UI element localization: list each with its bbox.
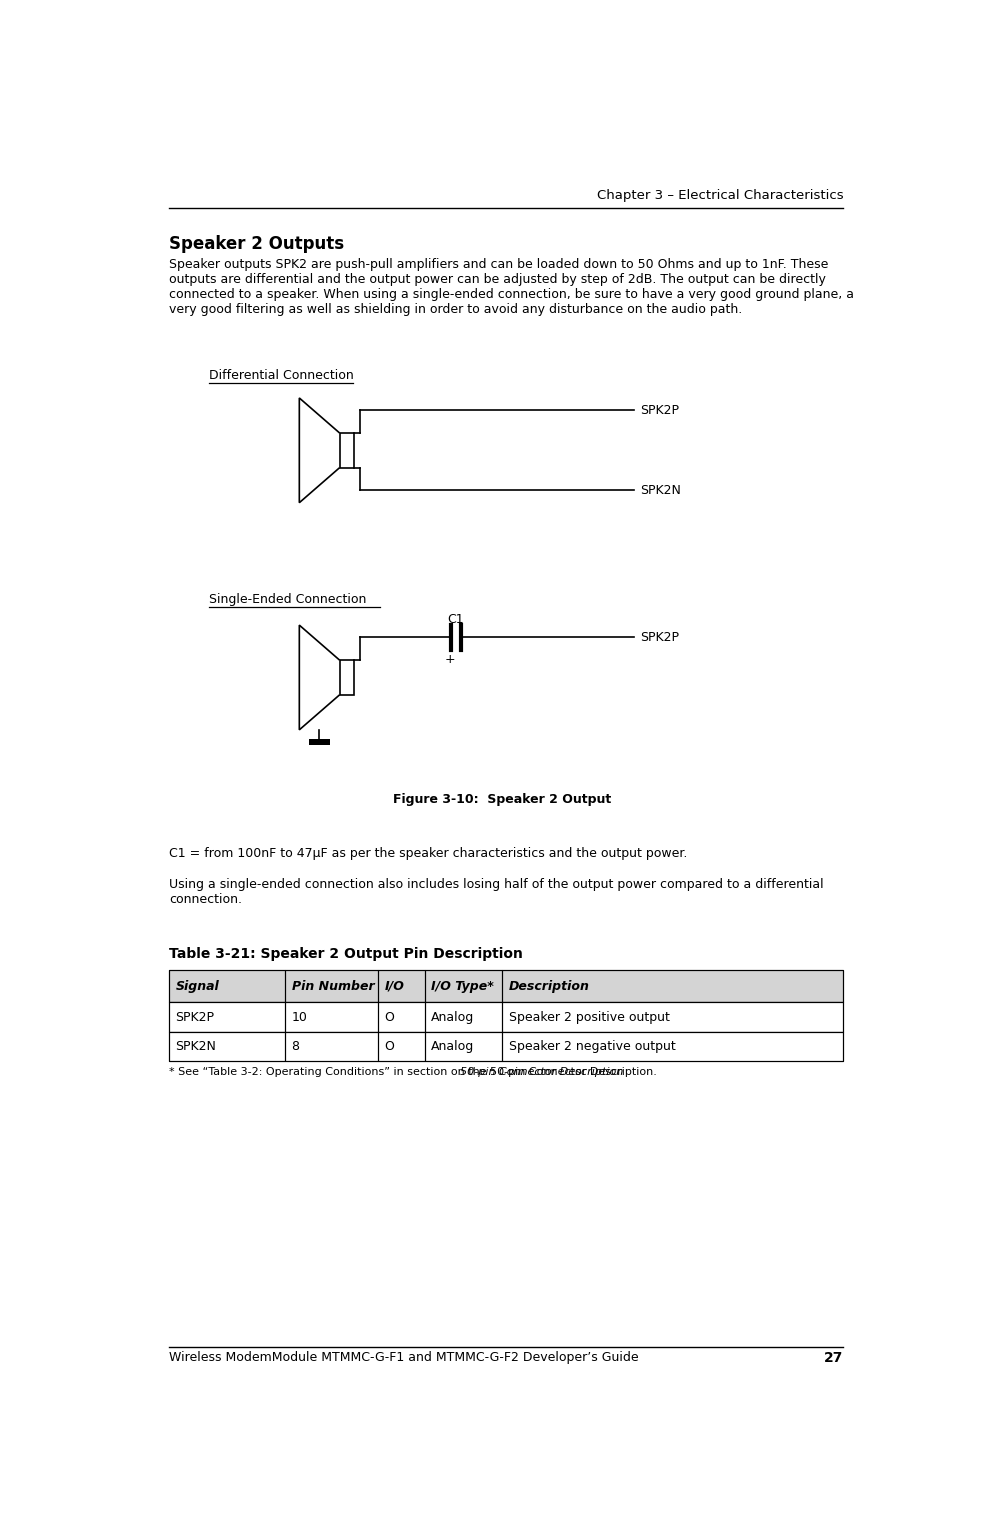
Text: 50-pin Connector Description: 50-pin Connector Description [460,1067,623,1077]
Text: Speaker 2 Outputs: Speaker 2 Outputs [169,235,344,252]
Text: I/O: I/O [385,980,404,993]
Bar [425,970,502,1002]
Text: Analog: Analog [431,1040,475,1053]
Bar [502,1031,844,1060]
Text: Speaker outputs SPK2 are push-pull amplifiers and can be loaded down to 50 Ohms : Speaker outputs SPK2 are push-pull ampli… [169,259,854,315]
Text: Using a single-ended connection also includes losing half of the output power co: Using a single-ended connection also inc… [169,877,824,905]
Text: O: O [385,1040,394,1053]
Text: SPK2P: SPK2P [176,1011,214,1023]
Text: SPK2P: SPK2P [641,403,679,417]
Text: O: O [385,1011,394,1023]
Text: SPK2P: SPK2P [641,631,679,643]
Text: Differential Connection: Differential Connection [209,369,354,383]
Text: Pin Number: Pin Number [291,980,374,993]
Text: C1 = from 100nF to 47μF as per the speaker characteristics and the output power.: C1 = from 100nF to 47μF as per the speak… [169,846,688,860]
Text: Speaker 2 positive output: Speaker 2 positive output [508,1011,669,1023]
Text: +: + [444,653,455,666]
Bar [309,739,331,745]
Bar [169,1031,285,1060]
Text: Chapter 3 – Electrical Characteristics: Chapter 3 – Electrical Characteristics [596,189,844,202]
Text: 10: 10 [291,1011,307,1023]
Bar [169,970,285,1002]
Bar [169,970,844,1002]
Text: I/O Type*: I/O Type* [431,980,493,993]
Text: Description: Description [508,980,590,993]
Bar [169,1002,285,1031]
Bar [339,660,353,694]
Text: SPK2N: SPK2N [641,483,681,497]
Text: 27: 27 [824,1351,844,1365]
Bar [339,432,353,468]
Text: Signal: Signal [176,980,219,993]
Text: Analog: Analog [431,1011,475,1023]
Bar [502,1002,844,1031]
Bar [285,1002,379,1031]
Bar [425,1031,502,1060]
Bar [379,1031,425,1060]
Text: * See “Table 3-2: Operating Conditions” in section on the 50-pin Connector Descr: * See “Table 3-2: Operating Conditions” … [169,1067,657,1077]
Text: 8: 8 [291,1040,299,1053]
Bar [502,970,844,1002]
Bar [285,970,379,1002]
Text: Table 3-21: Speaker 2 Output Pin Description: Table 3-21: Speaker 2 Output Pin Descrip… [169,946,523,960]
Bar [169,1031,844,1060]
Bar [425,1002,502,1031]
Text: Wireless ModemModule MTMMC-G-F1 and MTMMC-G-F2 Developer’s Guide: Wireless ModemModule MTMMC-G-F1 and MTMM… [169,1351,639,1364]
Bar [379,970,425,1002]
Text: C1: C1 [447,613,464,626]
Bar [379,1002,425,1031]
Bar [285,1031,379,1060]
Text: Single-Ended Connection: Single-Ended Connection [209,593,367,606]
Bar [169,1002,844,1031]
Text: SPK2N: SPK2N [176,1040,216,1053]
Text: Figure 3-10:  Speaker 2 Output: Figure 3-10: Speaker 2 Output [393,793,611,806]
Text: Speaker 2 negative output: Speaker 2 negative output [508,1040,675,1053]
